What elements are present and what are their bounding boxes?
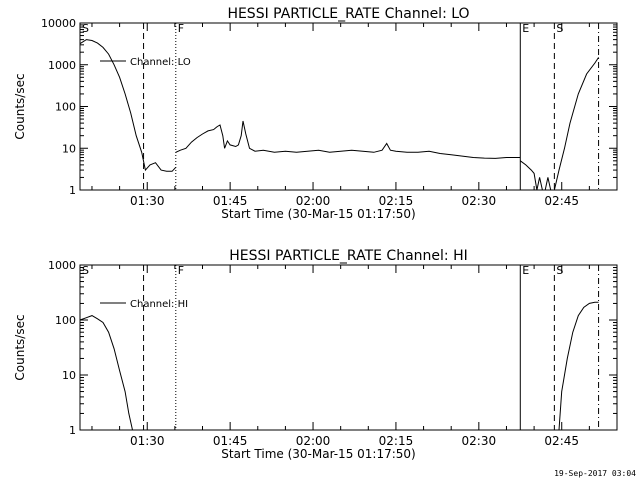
panel-2-ylabel: Counts/sec bbox=[13, 314, 27, 380]
panel-1-series-line-3 bbox=[520, 57, 600, 191]
panel-1-event-label-4: E bbox=[522, 22, 529, 35]
panel-2-xtick-label: 01:45 bbox=[213, 434, 248, 448]
panel-2-ytick-label: 10 bbox=[62, 369, 76, 382]
panel-2-ytick-label: 100 bbox=[55, 314, 76, 327]
panel-1-ytick-label: 1 bbox=[69, 184, 76, 197]
panel-2-legend-label: Channel: HI bbox=[130, 299, 188, 310]
panel-2-event-label-3: F bbox=[178, 264, 184, 277]
panel-2-event-label-4: E bbox=[522, 264, 529, 277]
panel-1-xlabel: Start Time (30-Mar-15 01:17:50) bbox=[221, 207, 415, 221]
plot-date-stamp: 19-Sep-2017 03:04 bbox=[554, 469, 636, 478]
panel-2-xtick-label: 02:15 bbox=[379, 434, 414, 448]
panel-2-xtick-label: 01:30 bbox=[130, 434, 165, 448]
panel-1-ytick-label: 10000 bbox=[41, 17, 76, 30]
panel-2-ytick-label: 1000 bbox=[48, 259, 76, 272]
panel-1-xtick-label: 01:45 bbox=[213, 194, 248, 208]
panel-1-xtick-label: 01:30 bbox=[130, 194, 165, 208]
panel-1-plot-frame bbox=[79, 22, 618, 191]
panel-2-ytick-label: 1 bbox=[69, 424, 76, 437]
panel-1-xtick-label: 02:30 bbox=[462, 194, 497, 208]
panel-2-event-label-1: S bbox=[82, 264, 89, 277]
panel-2-event-label-5: S bbox=[556, 264, 563, 277]
panel-1-title: HESSI PARTICLE_RATE Channel: LO bbox=[227, 6, 469, 22]
panel-2-series-line-1 bbox=[79, 315, 133, 431]
panel-1-event-label-3: F bbox=[178, 22, 184, 35]
panel-2-xtick-label: 02:30 bbox=[462, 434, 497, 448]
panel-1-legend-label: Channel: LO bbox=[130, 57, 191, 68]
panel-1-ytick-label: 100 bbox=[55, 101, 76, 114]
panel-1-series-line-1 bbox=[79, 39, 177, 172]
panel-1-event-label-5: S bbox=[556, 22, 563, 35]
panel-2-series-line-2 bbox=[558, 301, 599, 431]
panel-2-xlabel: Start Time (30-Mar-15 01:17:50) bbox=[221, 447, 415, 461]
panel-1-series-line-2 bbox=[175, 120, 521, 159]
panel-1-event-label-1: S bbox=[82, 22, 89, 35]
panel-2-xtick-label: 02:45 bbox=[544, 434, 579, 448]
panel-1-ytick-label: 10 bbox=[62, 142, 76, 155]
panel-2-plot-frame bbox=[79, 264, 618, 431]
panel-2-xtick-label: 02:00 bbox=[296, 434, 331, 448]
panel-1-xtick-label: 02:00 bbox=[296, 194, 331, 208]
panel-1-xtick-label: 02:15 bbox=[379, 194, 414, 208]
panel-1-xtick-label: 02:45 bbox=[544, 194, 579, 208]
panel-1-ylabel: Counts/sec bbox=[13, 73, 27, 139]
panel-1-ytick-label: 1000 bbox=[48, 59, 76, 72]
panel-2-title: HESSI PARTICLE_RATE Channel: HI bbox=[229, 248, 467, 264]
